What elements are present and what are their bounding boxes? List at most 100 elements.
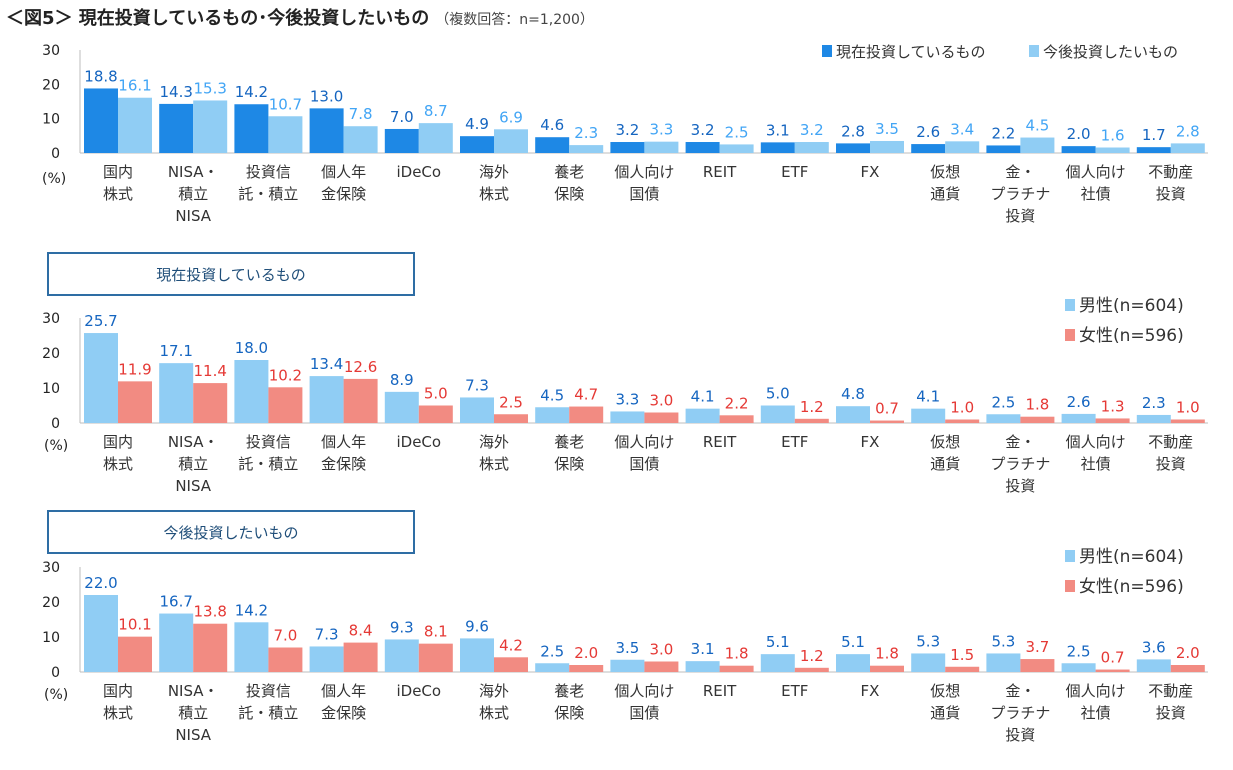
y-tick-label: 0 bbox=[51, 665, 60, 681]
data-label: 9.6 bbox=[465, 617, 489, 635]
y-axis-unit-label: (%) bbox=[44, 438, 68, 454]
bar-3-s2 bbox=[418, 643, 453, 672]
data-label: 4.1 bbox=[916, 388, 940, 406]
bar-1-s1 bbox=[610, 142, 645, 153]
x-tick-label: 個人向け国債 bbox=[614, 682, 674, 722]
x-tick-label: ETF bbox=[781, 163, 808, 181]
x-tick-label: 金・プラチナ投資 bbox=[990, 433, 1050, 495]
data-label: 1.0 bbox=[950, 399, 974, 417]
y-tick-label: 10 bbox=[42, 630, 60, 646]
x-tick-label: 投資信託・積立 bbox=[238, 433, 298, 473]
bar-3-s2 bbox=[343, 642, 378, 672]
x-tick-label: NISA・積立 NISA bbox=[168, 682, 219, 744]
section-label-future: 今後投資したいもの bbox=[47, 510, 415, 554]
bar-2-s2 bbox=[268, 387, 303, 423]
bar-3-s2 bbox=[1170, 665, 1205, 672]
bar-3-s2 bbox=[719, 665, 754, 672]
x-tick-label: 投資信託・積立 bbox=[238, 163, 298, 203]
x-tick-label: ETF bbox=[781, 682, 808, 700]
bar-1-s1 bbox=[1136, 147, 1171, 153]
data-label: 2.5 bbox=[540, 642, 564, 660]
data-label: 7.0 bbox=[273, 627, 297, 645]
legend-swatch bbox=[1065, 580, 1075, 592]
x-tick-label: 個人向け国債 bbox=[614, 433, 674, 473]
bar-2-s2 bbox=[418, 405, 453, 423]
data-label: 12.6 bbox=[344, 358, 377, 376]
data-label: 4.1 bbox=[691, 388, 715, 406]
bar-1-s1 bbox=[911, 144, 946, 153]
data-label: 2.5 bbox=[499, 393, 523, 411]
legend-label: 男性(n=604) bbox=[1079, 547, 1184, 567]
bar-1-s1 bbox=[234, 104, 269, 153]
bar-3-s1 bbox=[685, 661, 720, 672]
data-label: 14.2 bbox=[235, 83, 268, 101]
x-tick-label: 海外株式 bbox=[479, 433, 509, 473]
x-tick-label: 海外株式 bbox=[479, 163, 509, 203]
x-tick-label: REIT bbox=[703, 682, 737, 700]
bar-1-s2 bbox=[418, 123, 453, 153]
data-label: 3.1 bbox=[766, 121, 790, 139]
data-label: 3.3 bbox=[615, 390, 639, 408]
data-label: 3.4 bbox=[950, 120, 974, 138]
y-tick-label: 30 bbox=[42, 43, 60, 59]
data-label: 10.1 bbox=[118, 616, 151, 634]
bar-1-s2 bbox=[719, 144, 754, 153]
x-tick-label: ETF bbox=[781, 433, 808, 451]
bar-2-s1 bbox=[234, 360, 269, 423]
data-label: 1.2 bbox=[800, 647, 824, 665]
x-tick-label: 養老保険 bbox=[554, 682, 584, 722]
y-tick-label: 0 bbox=[51, 146, 60, 162]
x-tick-label: REIT bbox=[703, 163, 737, 181]
data-label: 5.0 bbox=[766, 385, 790, 403]
legend-swatch bbox=[1065, 550, 1075, 562]
data-label: 0.7 bbox=[875, 400, 899, 418]
data-label: 4.7 bbox=[574, 386, 598, 404]
data-label: 3.2 bbox=[800, 121, 824, 139]
bar-2-s2 bbox=[1170, 419, 1205, 423]
x-tick-label: FX bbox=[861, 682, 880, 700]
bar-1-s1 bbox=[685, 142, 720, 153]
data-label: 5.3 bbox=[991, 632, 1015, 650]
bar-2-s1 bbox=[685, 408, 720, 423]
bar-3-s1 bbox=[535, 663, 570, 672]
x-tick-label: 個人向け社債 bbox=[1066, 433, 1126, 473]
bar-1-s2 bbox=[1020, 137, 1055, 153]
y-tick-label: 20 bbox=[42, 595, 60, 611]
bar-2-s1 bbox=[535, 407, 570, 423]
bar-2-s1 bbox=[610, 411, 645, 423]
legend-label: 女性(n=596) bbox=[1079, 577, 1184, 597]
x-tick-label: NISA・積立 NISA bbox=[168, 433, 219, 495]
data-label: 4.5 bbox=[1025, 117, 1049, 135]
bar-2-s1 bbox=[1136, 414, 1171, 423]
bar-1-s1 bbox=[1061, 146, 1096, 153]
data-label: 18.0 bbox=[235, 339, 268, 357]
data-label: 8.1 bbox=[424, 623, 448, 641]
section-label-current-text: 現在投資しているもの bbox=[156, 265, 306, 284]
data-label: 7.3 bbox=[315, 625, 339, 643]
data-label: 4.5 bbox=[540, 386, 564, 404]
bar-1-s1 bbox=[535, 137, 570, 153]
data-label: 5.1 bbox=[766, 633, 790, 651]
bar-2-s1 bbox=[159, 363, 194, 423]
data-label: 7.8 bbox=[349, 105, 373, 123]
bar-3-s1 bbox=[159, 613, 194, 672]
data-label: 11.9 bbox=[118, 360, 151, 378]
bar-1-s2 bbox=[945, 141, 980, 153]
bar-3-s2 bbox=[945, 666, 980, 672]
bar-2-s1 bbox=[986, 414, 1021, 423]
bar-2-s2 bbox=[118, 381, 152, 423]
bar-3-s2 bbox=[118, 636, 152, 672]
subtitle-text: （複数回答：n=1,200） bbox=[435, 12, 594, 28]
data-label: 4.8 bbox=[841, 385, 865, 403]
data-label: 13.8 bbox=[193, 603, 226, 621]
x-tick-label: 不動産投資 bbox=[1148, 433, 1193, 473]
data-label: 2.5 bbox=[991, 393, 1015, 411]
data-label: 2.2 bbox=[991, 124, 1015, 142]
bar-3-s2 bbox=[1095, 669, 1130, 672]
bar-2-s2 bbox=[794, 418, 829, 423]
bar-2-s1 bbox=[460, 397, 494, 423]
x-tick-label: 国内株式 bbox=[103, 163, 133, 203]
bar-2-s2 bbox=[569, 406, 604, 423]
y-tick-label: 20 bbox=[42, 346, 60, 362]
data-label: 1.8 bbox=[875, 645, 899, 663]
